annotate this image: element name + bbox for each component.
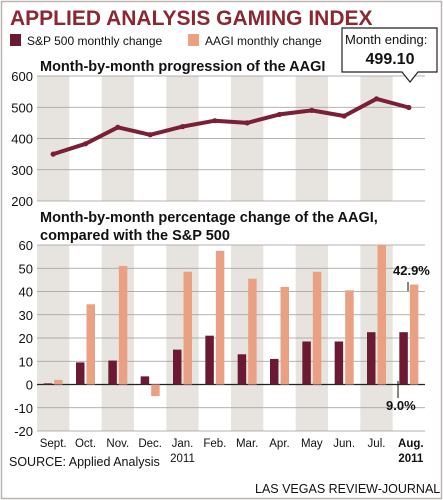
callout-box: [341, 27, 438, 83]
publisher-credit: LAS VEGAS REVIEW-JOURNAL: [255, 482, 440, 496]
category-labels: Sept. Oct. Nov. Dec. Jan. 2011 Feb. Mar. Apr. May…: [40, 438, 424, 465]
callout-label: Month ending:: [345, 32, 427, 47]
legend-label-sp500: S&P 500 monthly change: [27, 34, 163, 48]
legend-label-aagi: AAGI monthly change: [205, 34, 322, 48]
aagi-bar-5: [215, 250, 225, 385]
line-y-ticks: 600 500 400 300 200: [11, 69, 33, 209]
category-label-8: May: [301, 438, 323, 450]
legend-swatch-aagi: [188, 34, 199, 46]
line-ytick-2: 400: [11, 132, 33, 147]
sp500-bar-0: [43, 383, 53, 385]
line-ytick-1: 500: [11, 100, 33, 115]
bar-marks: [43, 245, 419, 397]
sp500-bar-4: [173, 349, 182, 385]
legend-swatch-sp500: [10, 34, 21, 46]
category-label-1: Oct.: [75, 438, 96, 450]
source-note: SOURCE: Applied Analysis: [9, 455, 160, 469]
category-label-3: Dec.: [138, 438, 162, 450]
aagi-bar-9: [345, 290, 354, 385]
aagi-bar-7: [280, 286, 289, 385]
sp500-bar-6: [237, 354, 247, 385]
sp500-bar-2: [108, 360, 117, 385]
aagi-line-points: [50, 96, 412, 157]
aagi-point-3: [147, 132, 153, 138]
sp500-bar-10: [367, 332, 376, 385]
aagi-point-7: [276, 111, 283, 118]
category-label-6: Mar.: [236, 438, 258, 450]
bar-ytick-0: 60: [19, 238, 33, 253]
bar-ytick-6: 0: [26, 378, 33, 393]
sp500-bar-5: [205, 335, 214, 385]
category-label-2: Nov.: [106, 438, 129, 450]
category-label-4-line2: 2011: [170, 453, 195, 465]
aagi-point-4: [179, 124, 186, 130]
category-label-9: Jun.: [333, 438, 355, 450]
bar-ytick-5: 10: [19, 354, 33, 369]
aagi-point-1: [82, 141, 89, 147]
bar-y-ticks: 60 50 40 30 20 10 0 -10 -20: [14, 238, 33, 439]
aagi-point-6: [244, 120, 250, 126]
chart-title: APPLIED ANALYSIS GAMING INDEX: [10, 7, 373, 30]
aagi-bar-1: [86, 304, 95, 385]
aagi-bar-10: [377, 245, 386, 385]
aagi-point-8: [309, 107, 315, 113]
aagi-point-10: [373, 96, 380, 102]
callout-value: 499.10: [366, 51, 415, 68]
category-label-5: Feb.: [203, 438, 226, 450]
aagi-bar-6: [248, 278, 257, 385]
month-ending-callout: Month ending: 499.10: [341, 27, 438, 83]
aagi-bar-3: [151, 384, 160, 397]
bar-chart-subtitle-line2: compared with the S&P 500: [40, 228, 230, 244]
bar-ytick-8: -20: [14, 424, 33, 439]
aagi-bar-0: [54, 379, 63, 385]
sp500-bar-9: [334, 341, 344, 385]
bar-ytick-3: 30: [19, 308, 33, 323]
bar-ytick-2: 40: [19, 285, 33, 300]
legend: S&P 500 monthly change AAGI monthly chan…: [10, 34, 322, 48]
line-ytick-4: 200: [11, 194, 33, 209]
bar-ytick-4: 20: [19, 331, 33, 346]
sp500-bar-11: [399, 332, 408, 385]
bar-ytick-1: 50: [19, 261, 33, 276]
category-label-4: Jan.: [172, 438, 194, 450]
aagi-bar-11: [409, 284, 419, 385]
line-ytick-3: 300: [11, 163, 33, 178]
category-label-11: Aug.: [398, 438, 424, 450]
aagi-bar-4: [183, 271, 192, 385]
category-label-7: Apr.: [269, 438, 289, 450]
line-chart-subtitle: Month-by-month progression of the AAGI: [40, 59, 325, 75]
category-label-11-line2: 2011: [398, 453, 424, 465]
aagi-point-9: [341, 113, 347, 119]
data-label-aagi-aug: 42.9%: [393, 263, 430, 278]
aagi-point-5: [212, 118, 218, 124]
aagi-bar-8: [312, 271, 322, 385]
aagi-point-2: [115, 124, 121, 130]
bar-ytick-7: -10: [14, 401, 33, 416]
aagi-bar-2: [118, 265, 128, 385]
aagi-point-0: [50, 151, 56, 157]
aagi-line: [52, 96, 410, 157]
sp500-bar-8: [302, 341, 311, 385]
aagi-point-11: [406, 104, 412, 111]
line-ytick-0: 600: [11, 69, 33, 84]
sp500-bar-1: [76, 362, 85, 385]
category-label-10: Jul.: [368, 438, 386, 450]
sp500-bar-7: [270, 358, 279, 385]
category-label-0: Sept.: [40, 438, 67, 450]
sp500-bar-3: [140, 376, 150, 385]
gridlines: [37, 75, 425, 432]
data-label-sp500-aug: 9.0%: [386, 398, 416, 413]
bar-chart-subtitle-line1: Month-by-month percentage change of the …: [40, 210, 378, 226]
